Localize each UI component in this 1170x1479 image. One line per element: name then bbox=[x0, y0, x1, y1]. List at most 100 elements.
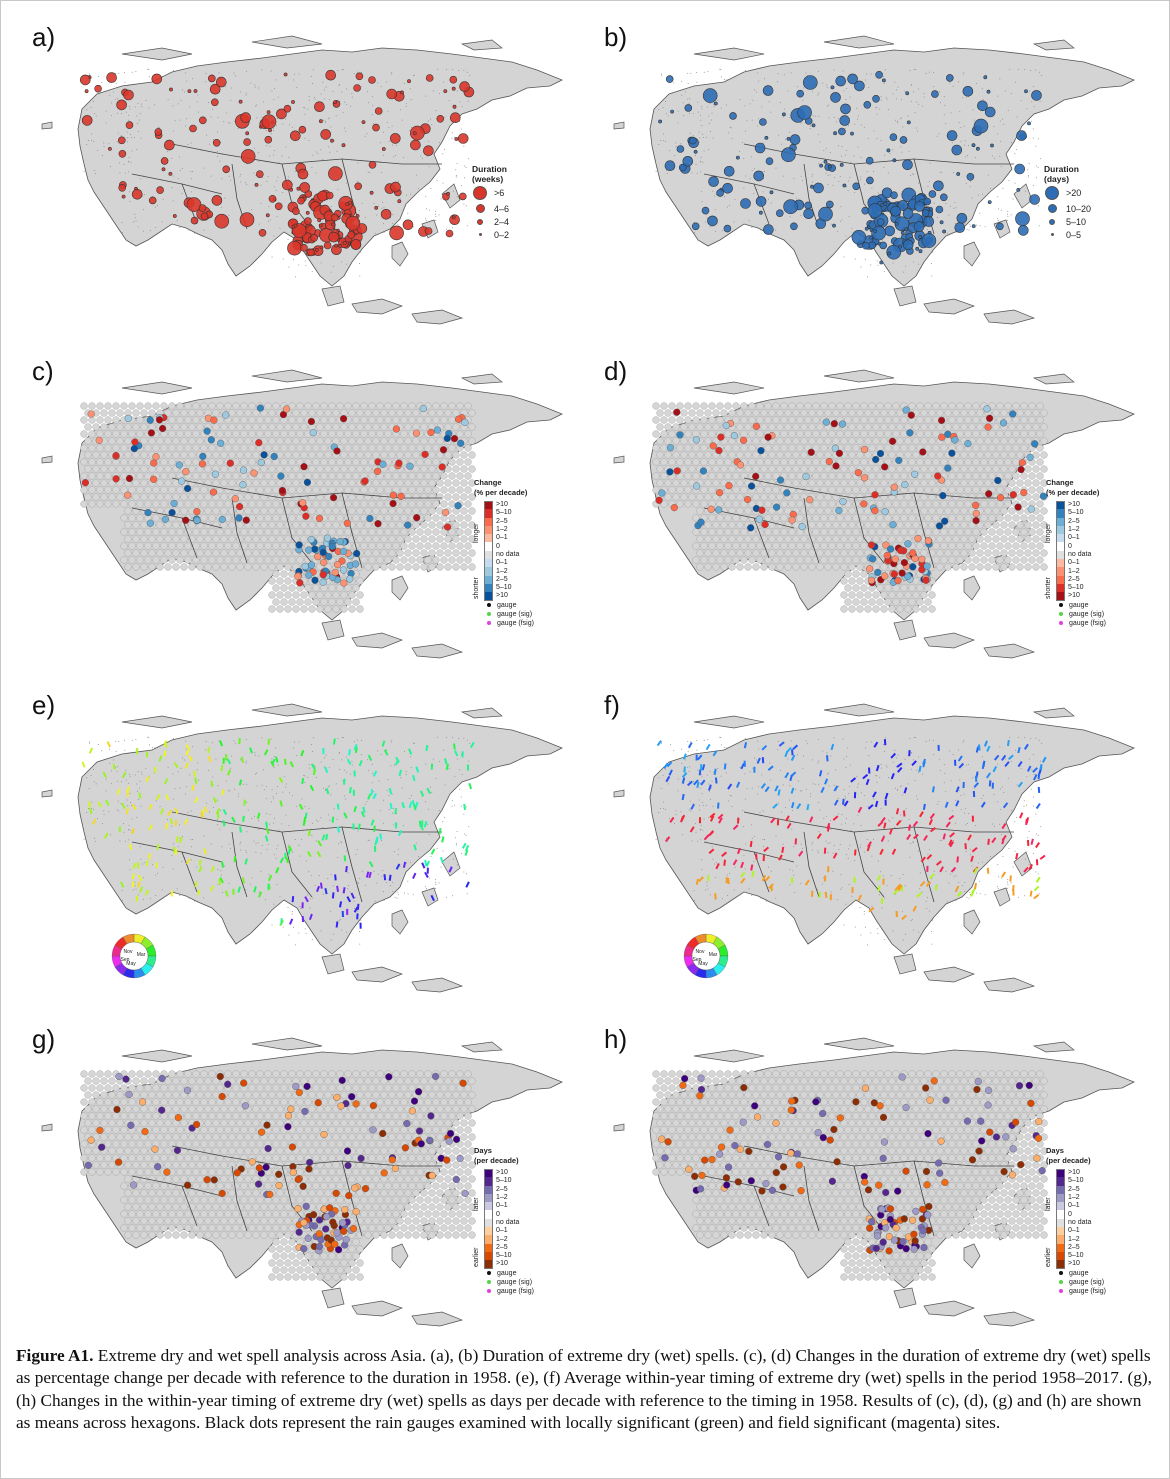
hexagon-cell bbox=[812, 416, 820, 424]
hexagon-cell bbox=[1012, 514, 1020, 522]
terrain-dot bbox=[328, 117, 330, 119]
station-marker bbox=[804, 201, 812, 210]
changed-hexagon bbox=[832, 462, 840, 470]
hexagon-cell bbox=[272, 500, 280, 508]
hexagon-cell bbox=[808, 423, 816, 431]
terrain-dot bbox=[459, 101, 461, 103]
station-marker bbox=[245, 131, 250, 136]
hexagon-cell bbox=[756, 458, 764, 466]
changed-hexagon bbox=[231, 495, 239, 503]
hexagon-cell bbox=[872, 479, 880, 487]
terrain-dot bbox=[832, 184, 834, 186]
terrain-dot bbox=[382, 869, 384, 871]
terrain-dot bbox=[428, 834, 430, 836]
hexagon-cell bbox=[896, 437, 904, 445]
terrain-dot bbox=[101, 155, 103, 157]
hexagon-cell bbox=[428, 549, 436, 557]
hexagon-cell bbox=[848, 507, 856, 515]
hexagon-cell bbox=[804, 528, 812, 536]
terrain-dot bbox=[742, 142, 744, 144]
terrain-dot bbox=[234, 743, 236, 745]
station-marker bbox=[452, 104, 457, 109]
hexagon-cell bbox=[896, 493, 904, 501]
station-marker bbox=[713, 101, 718, 106]
changed-hexagon bbox=[392, 425, 401, 433]
hexagon-cell bbox=[692, 444, 700, 452]
terrain-dot bbox=[115, 766, 117, 768]
hexagon-cell bbox=[464, 500, 472, 508]
terrain-dot bbox=[427, 155, 429, 157]
hexagon-cell bbox=[388, 437, 396, 445]
hexagon-cell bbox=[708, 416, 716, 424]
hexagon-cell bbox=[892, 402, 900, 410]
terrain-dot bbox=[432, 90, 434, 92]
hexagon-cell bbox=[704, 423, 712, 431]
terrain-dot bbox=[460, 853, 462, 855]
hexagon-cell bbox=[664, 437, 672, 445]
terrain-dot bbox=[757, 72, 759, 74]
terrain-dot bbox=[108, 811, 110, 813]
terrain-dot bbox=[412, 894, 414, 896]
hexagon-cell bbox=[948, 514, 956, 522]
hexagon-cell bbox=[992, 409, 1000, 417]
legend-color-swatch bbox=[1056, 592, 1065, 601]
hexagon-cell bbox=[840, 605, 848, 613]
hexagon-cell bbox=[824, 493, 832, 501]
station-marker bbox=[939, 193, 948, 202]
terrain-dot bbox=[662, 133, 664, 135]
changed-hexagon bbox=[159, 424, 167, 433]
hexagon-cell bbox=[732, 402, 740, 410]
terrain-dot bbox=[697, 101, 699, 103]
hexagon-cell bbox=[276, 507, 284, 515]
hexagon-cell bbox=[936, 507, 944, 515]
hexagon-cell bbox=[424, 444, 432, 452]
hexagon-cell bbox=[836, 542, 844, 550]
hexagon-cell bbox=[864, 605, 872, 613]
terrain-dot bbox=[180, 99, 182, 101]
terrain-dot bbox=[390, 741, 392, 743]
station-marker bbox=[198, 204, 207, 212]
terrain-dot bbox=[828, 104, 830, 106]
hexagon-cell bbox=[284, 423, 292, 431]
station-marker bbox=[451, 86, 456, 91]
terrain-dot bbox=[356, 181, 358, 183]
hexagon-cell bbox=[1000, 465, 1008, 473]
terrain-dot bbox=[359, 262, 361, 264]
hexagon-cell bbox=[412, 507, 420, 515]
hexagon-cell bbox=[332, 591, 340, 599]
hexagon-cell bbox=[872, 605, 880, 613]
island-shape bbox=[121, 381, 193, 395]
hexagon-cell bbox=[924, 584, 932, 592]
hexagon-cell bbox=[288, 584, 296, 592]
terrain-dot bbox=[882, 76, 884, 78]
terrain-dot bbox=[863, 183, 865, 185]
terrain-dot bbox=[730, 127, 732, 129]
hexagon-cell bbox=[1040, 451, 1048, 459]
changed-hexagon bbox=[457, 439, 465, 447]
terrain-dot bbox=[254, 147, 256, 149]
terrain-dot bbox=[376, 214, 378, 216]
hexagon-cell bbox=[312, 528, 320, 536]
hexagon-cell bbox=[184, 458, 192, 466]
legend-size-label: 5–10 bbox=[1066, 216, 1087, 227]
hexagon-cell bbox=[812, 444, 820, 452]
changed-hexagon bbox=[366, 514, 374, 523]
hexagon-cell bbox=[160, 458, 168, 466]
hexagon-cell bbox=[848, 409, 856, 417]
hexagon-cell bbox=[440, 472, 448, 480]
terrain-dot bbox=[320, 262, 322, 264]
hexagon-cell bbox=[404, 451, 412, 459]
terrain-dot bbox=[941, 171, 943, 173]
hexagon-cell bbox=[352, 486, 360, 494]
hexagon-cell bbox=[1036, 542, 1044, 550]
hexagon-cell bbox=[984, 479, 992, 487]
hexagon-cell bbox=[204, 493, 212, 501]
hexagon-cell bbox=[880, 423, 888, 431]
hexagon-cell bbox=[100, 479, 108, 487]
terrain-dot bbox=[171, 825, 173, 827]
changed-hexagon bbox=[984, 423, 992, 431]
hexagon-cell bbox=[408, 402, 416, 410]
hexagon-cell bbox=[712, 479, 720, 487]
hexagon-cell bbox=[1008, 479, 1016, 487]
terrain-dot bbox=[938, 91, 940, 93]
